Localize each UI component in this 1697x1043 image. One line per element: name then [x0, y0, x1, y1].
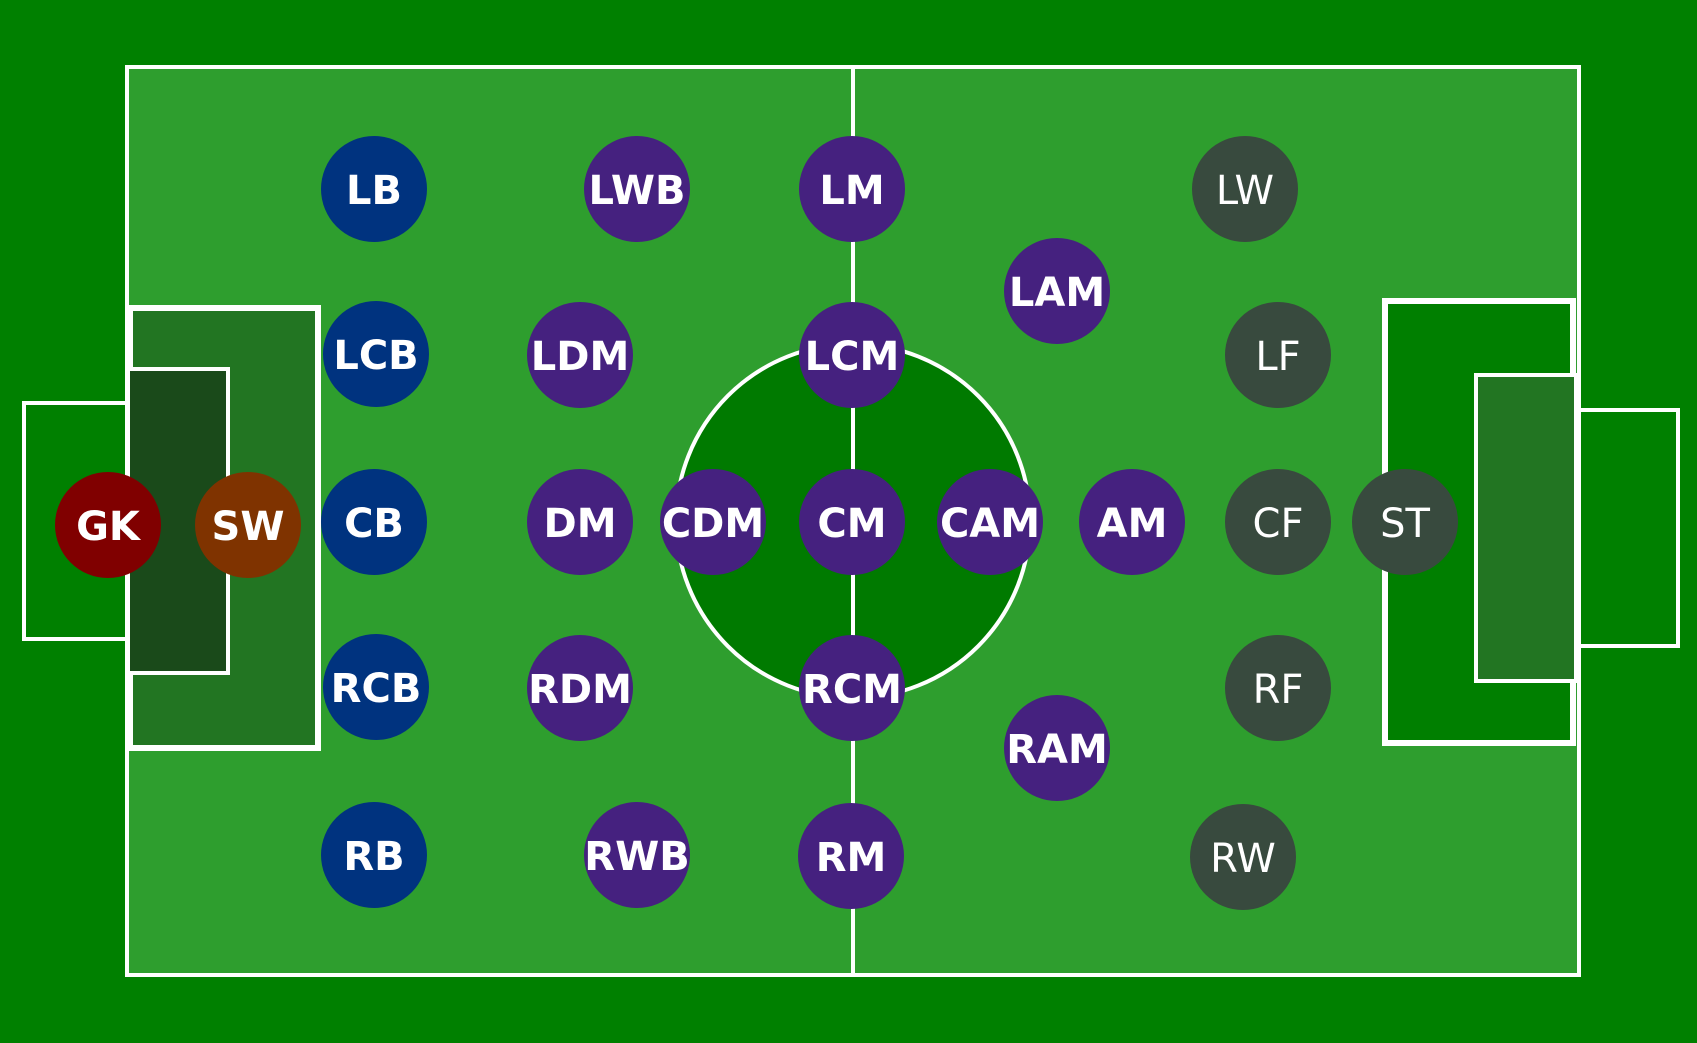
position-lm: LM: [799, 136, 905, 242]
position-label-lwb: LWB: [589, 168, 686, 214]
position-marker-rcm: [799, 635, 905, 741]
position-dm: DM: [527, 469, 633, 575]
position-marker-lm: [799, 136, 905, 242]
position-label-rwb: RWB: [584, 834, 689, 880]
position-cdm: CDM: [660, 469, 766, 575]
position-lb: LB: [321, 136, 427, 242]
position-marker-rcb: [323, 634, 429, 740]
position-label-rm: RM: [816, 835, 887, 881]
right-goal: [1568, 408, 1680, 648]
position-marker-lf: [1225, 302, 1331, 408]
position-label-lam: LAM: [1009, 270, 1105, 316]
position-marker-dm: [527, 469, 633, 575]
position-marker-cm: [799, 469, 905, 575]
position-marker-lcm: [799, 302, 905, 408]
position-marker-rw: [1190, 804, 1296, 910]
position-label-rcm: RCM: [802, 667, 902, 713]
position-label-rw: RW: [1210, 836, 1276, 882]
position-label-cam: CAM: [940, 501, 1040, 547]
position-label-lb: LB: [346, 168, 402, 214]
position-label-am: AM: [1097, 501, 1168, 547]
position-marker-lcb: [323, 301, 429, 407]
position-ram: RAM: [1004, 695, 1110, 801]
position-marker-gk: [55, 472, 161, 578]
position-marker-ldm: [527, 302, 633, 408]
position-label-lcb: LCB: [333, 333, 418, 379]
position-marker-am: [1079, 469, 1185, 575]
position-rw: RW: [1190, 804, 1296, 910]
position-marker-lam: [1004, 238, 1110, 344]
position-marker-lwb: [584, 136, 690, 242]
position-marker-rf: [1225, 635, 1331, 741]
position-lcb: LCB: [323, 301, 429, 407]
position-marker-cb: [321, 469, 427, 575]
position-label-cf: CF: [1253, 501, 1304, 547]
right-goal-area: [1474, 373, 1578, 683]
position-label-lf: LF: [1255, 334, 1300, 380]
position-label-rf: RF: [1253, 667, 1304, 713]
position-label-rcb: RCB: [331, 666, 422, 712]
position-am: AM: [1079, 469, 1185, 575]
position-cf: CF: [1225, 469, 1331, 575]
position-lf: LF: [1225, 302, 1331, 408]
position-label-dm: DM: [543, 501, 616, 547]
position-marker-rwb: [584, 802, 690, 908]
position-label-lcm: LCM: [805, 334, 900, 380]
position-marker-sw: [195, 472, 301, 578]
position-cam: CAM: [937, 469, 1043, 575]
position-rcm: RCM: [799, 635, 905, 741]
position-marker-rb: [321, 802, 427, 908]
position-marker-rdm: [527, 635, 633, 741]
position-label-ram: RAM: [1006, 727, 1108, 773]
position-rf: RF: [1225, 635, 1331, 741]
position-rdm: RDM: [527, 635, 633, 741]
position-sw: SW: [195, 472, 301, 578]
position-rb: RB: [321, 802, 427, 908]
position-label-ldm: LDM: [531, 334, 630, 380]
position-label-rdm: RDM: [528, 667, 632, 713]
position-lw: LW: [1192, 136, 1298, 242]
position-cb: CB: [321, 469, 427, 575]
position-ldm: LDM: [527, 302, 633, 408]
position-gk: GK: [55, 472, 161, 578]
position-label-rb: RB: [343, 834, 404, 880]
position-marker-cam: [937, 469, 1043, 575]
position-cm: CM: [799, 469, 905, 575]
position-st: ST: [1352, 469, 1458, 575]
position-marker-ram: [1004, 695, 1110, 801]
position-label-gk: GK: [76, 504, 142, 550]
position-marker-cf: [1225, 469, 1331, 575]
positions-layer: GK SW LB LCB CB RCB RB LWB LDM DM RDM RWB CDM LM LCM CM…: [55, 136, 1458, 910]
position-lam: LAM: [1004, 238, 1110, 344]
position-label-lm: LM: [819, 168, 884, 214]
position-label-lw: LW: [1216, 168, 1274, 214]
position-marker-lb: [321, 136, 427, 242]
position-label-cb: CB: [344, 501, 404, 547]
position-marker-lw: [1192, 136, 1298, 242]
position-lcm: LCM: [799, 302, 905, 408]
position-rwb: RWB: [584, 802, 690, 908]
position-label-sw: SW: [212, 504, 285, 550]
position-label-st: ST: [1380, 501, 1430, 547]
position-marker-rm: [798, 803, 904, 909]
position-marker-st: [1352, 469, 1458, 575]
position-label-cm: CM: [817, 501, 886, 547]
position-marker-cdm: [660, 469, 766, 575]
position-rcb: RCB: [323, 634, 429, 740]
position-label-cdm: CDM: [662, 501, 764, 547]
position-rm: RM: [798, 803, 904, 909]
position-lwb: LWB: [584, 136, 690, 242]
